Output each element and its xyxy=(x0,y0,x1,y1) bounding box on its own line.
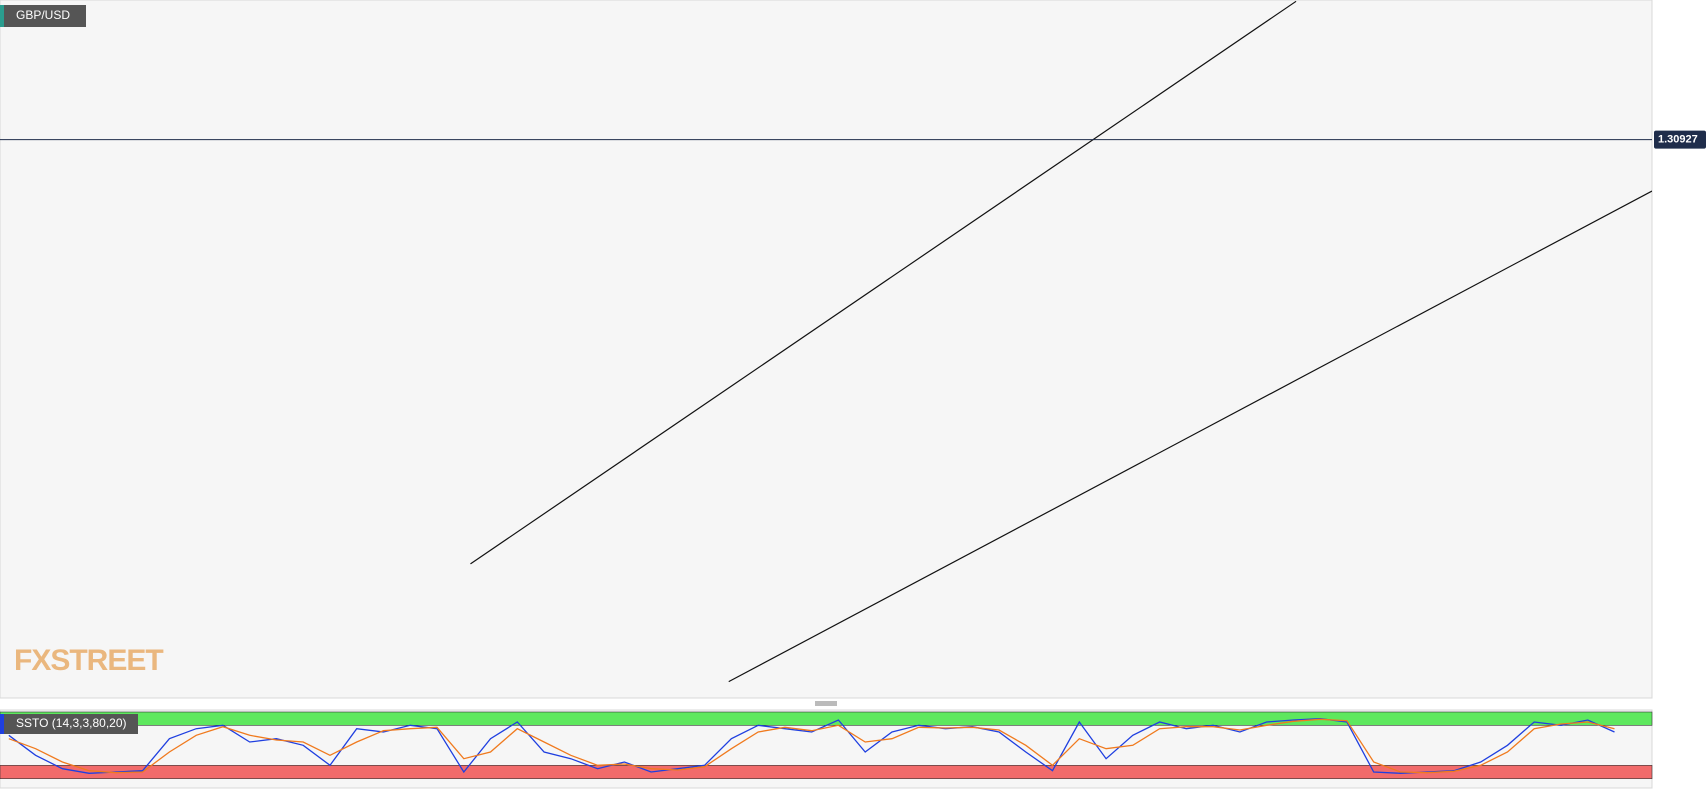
band xyxy=(0,711,1653,726)
trendline xyxy=(728,190,1652,683)
osc-title-accent xyxy=(0,714,4,734)
osc-title: SSTO (14,3,3,80,20) xyxy=(16,716,127,730)
osc-title-box xyxy=(0,714,138,734)
title-box xyxy=(0,5,86,27)
osc-line xyxy=(8,718,1615,774)
labels-layer: FXSTREET GBP/USD SSTO (14,3,3,80,20) 1.3… xyxy=(0,5,1706,734)
panel-resizer[interactable] xyxy=(815,701,837,706)
trendline xyxy=(470,0,1297,565)
marks-layer xyxy=(0,0,1653,779)
current-price-box xyxy=(1654,130,1706,149)
trendline-group xyxy=(470,0,1652,683)
main-plot-bg xyxy=(0,0,1653,699)
chart-title: GBP/USD xyxy=(16,8,70,22)
watermark: FXSTREET xyxy=(14,644,163,677)
current-price-label: 1.30927 xyxy=(1658,134,1698,146)
osc-line xyxy=(8,718,1615,774)
title-box-accent xyxy=(0,5,4,27)
band xyxy=(0,765,1653,779)
